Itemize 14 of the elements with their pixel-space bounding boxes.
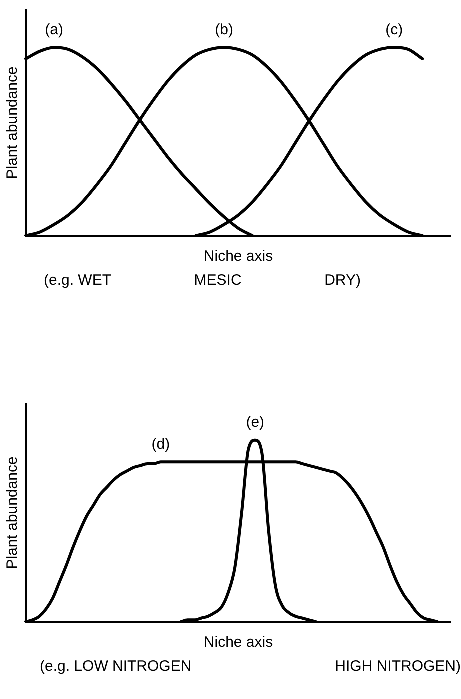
text: HIGH NITROGEN)	[335, 658, 461, 675]
x-axis-title: Niche axis	[204, 248, 274, 266]
series-label: (c)	[386, 21, 404, 38]
series-label: (e)	[246, 414, 265, 431]
series-label: (a)	[45, 21, 64, 38]
x-axis-title: Niche axis	[204, 634, 274, 652]
text: DRY)	[324, 272, 361, 289]
series-label: (d)	[152, 436, 170, 453]
series-label: (b)	[215, 21, 234, 38]
text: (e.g. LOW NITROGEN	[40, 658, 192, 675]
y-axis-title: Plant abundance	[4, 456, 22, 570]
y-axis-title: Plant abundance	[4, 66, 22, 180]
text: (e.g. WET	[44, 272, 112, 289]
text: MESIC	[194, 272, 242, 289]
